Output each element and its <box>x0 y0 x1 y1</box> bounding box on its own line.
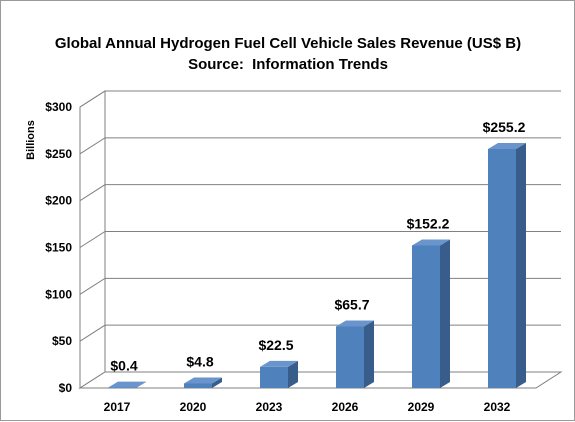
bar-side <box>440 239 450 388</box>
y-tick-label: $50 <box>52 334 72 348</box>
x-tick-label: 2032 <box>484 400 511 414</box>
gridline <box>79 90 561 108</box>
subtitle-prefix: Source: <box>188 56 244 73</box>
bar-side <box>364 320 374 388</box>
y-tick-label: $100 <box>45 287 72 301</box>
bar-top <box>412 239 450 246</box>
y-tick-label: $250 <box>45 147 72 161</box>
bar-top <box>260 360 298 367</box>
chart-title: Global Annual Hydrogen Fuel Cell Vehicle… <box>55 35 521 52</box>
y-tick-label: $0 <box>59 381 73 395</box>
x-tick-label: 2026 <box>332 400 359 414</box>
gridline <box>79 231 561 248</box>
gridline <box>79 137 561 155</box>
data-label: $255.2 <box>483 119 526 135</box>
bar-top <box>184 377 222 384</box>
bar <box>108 387 136 389</box>
data-label: $65.7 <box>334 296 369 312</box>
x-tick-label: 2023 <box>256 400 283 414</box>
bars <box>108 142 526 389</box>
x-tick-label: 2020 <box>180 400 207 414</box>
data-label: $4.8 <box>186 354 213 370</box>
bar-top <box>488 142 526 149</box>
bar-side <box>288 360 298 388</box>
y-tick-label: $200 <box>45 194 72 208</box>
chart-subtitle: Source: Information Trends <box>188 56 388 73</box>
data-label: $22.5 <box>258 337 293 353</box>
data-label: $152.2 <box>407 215 450 231</box>
data-label: $0.4 <box>110 358 137 374</box>
y-tick-label: $150 <box>45 241 72 255</box>
y-axis-title: Billions <box>25 120 37 160</box>
gridline <box>79 324 561 342</box>
bar-side <box>516 142 526 388</box>
bar-side <box>212 377 222 388</box>
bar <box>488 148 516 388</box>
x-tick-label: 2017 <box>104 400 131 414</box>
x-tick-label: 2029 <box>408 400 435 414</box>
bar-side <box>136 381 146 388</box>
subtitle-source: Information Trends <box>252 56 388 73</box>
y-tick-label: $300 <box>45 100 72 114</box>
bar <box>260 366 288 388</box>
gridline <box>79 277 561 295</box>
bar <box>336 326 364 388</box>
bar-top <box>108 381 146 388</box>
gridline <box>79 184 561 202</box>
labels: $0 $50 $100 $150 $200 $250 $300 $0.4 2017 $4.8 202… <box>45 100 525 414</box>
bar <box>412 245 440 388</box>
bar-top <box>336 320 374 327</box>
bar <box>184 383 212 388</box>
